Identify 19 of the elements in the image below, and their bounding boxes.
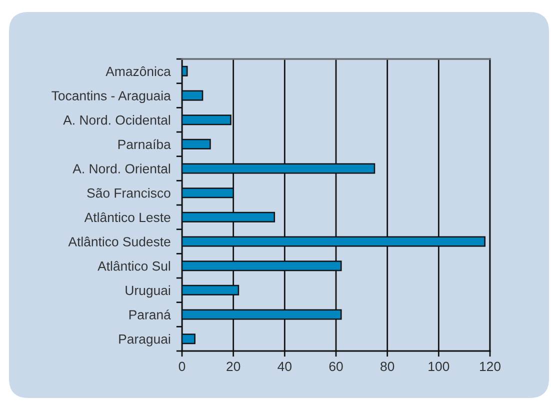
x-tick-label: 40 [278, 362, 292, 372]
x-tick-label: 20 [226, 362, 240, 372]
y-tick-label: São Francisco [87, 188, 170, 198]
y-tick-label: A. Nord. Oriental [72, 164, 170, 174]
y-tick-label: Paraguai [119, 334, 170, 346]
y-tick-label: A. Nord. Ocidental [63, 115, 170, 125]
x-tick-label: 0 [178, 362, 186, 372]
y-tick-label: Atlântico Sudeste [68, 236, 170, 246]
y-tick-label: Parnaíba [118, 139, 171, 150]
x-tick-label: 120 [480, 362, 500, 372]
x-tick-label: 80 [380, 362, 394, 372]
x-tick-label: 100 [428, 362, 450, 372]
y-tick-label: Tocantins - Araguaia [52, 90, 171, 104]
x-tick-label: 60 [329, 362, 343, 372]
y-tick-label: Amazônica [106, 66, 171, 76]
y-tick-label: Paraná [129, 310, 171, 320]
y-tick-label: Uruguai [126, 285, 170, 298]
y-tick-label: Atlântico Leste [84, 212, 170, 222]
y-tick-label: Atlântico Sul [98, 261, 170, 271]
